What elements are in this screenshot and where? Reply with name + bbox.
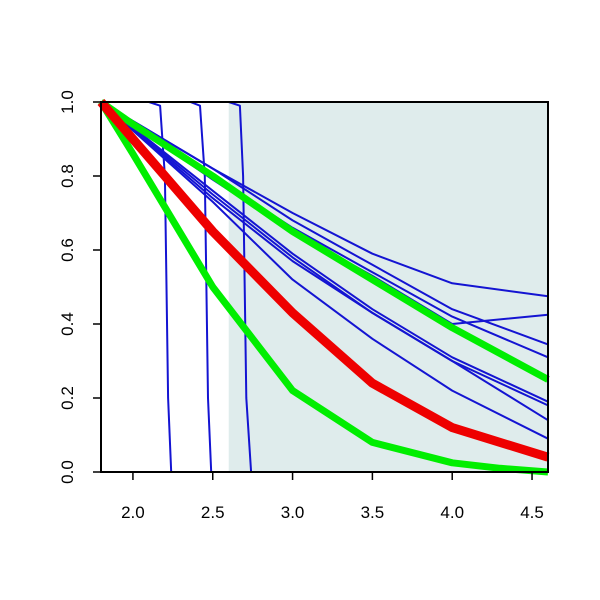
series-line-12 [99, 99, 550, 383]
y-axis: 0.0 0.2 0.4 0.6 0.8 1.0 [58, 90, 101, 484]
y-tick-label: 0.8 [58, 164, 77, 188]
series-line-10 [100, 101, 549, 422]
x-axis: 2.0 2.5 3.0 3.5 4.0 4.5 [121, 472, 544, 522]
y-tick-label: 0.6 [58, 238, 77, 262]
x-tick-label: 2.5 [201, 503, 225, 522]
y-tick-label: 0.2 [58, 386, 77, 410]
series-line-14 [97, 99, 550, 462]
x-tick-label: 3.5 [361, 503, 385, 522]
x-tick-label: 4.0 [440, 503, 464, 522]
y-tick-label: 0.4 [58, 312, 77, 336]
x-tick-label: 2.0 [121, 503, 145, 522]
series-line-6 [100, 101, 549, 346]
series-line-13 [98, 100, 549, 476]
series-line-9 [100, 101, 549, 407]
x-tick-label: 3.0 [281, 503, 305, 522]
y-tick-label: 1.0 [58, 90, 77, 114]
x-tick-label: 4.5 [520, 503, 544, 522]
series-line-11 [100, 101, 549, 440]
series-line-8 [100, 101, 549, 403]
plot-frame [100, 101, 549, 473]
y-tick-label: 0.0 [58, 460, 77, 484]
